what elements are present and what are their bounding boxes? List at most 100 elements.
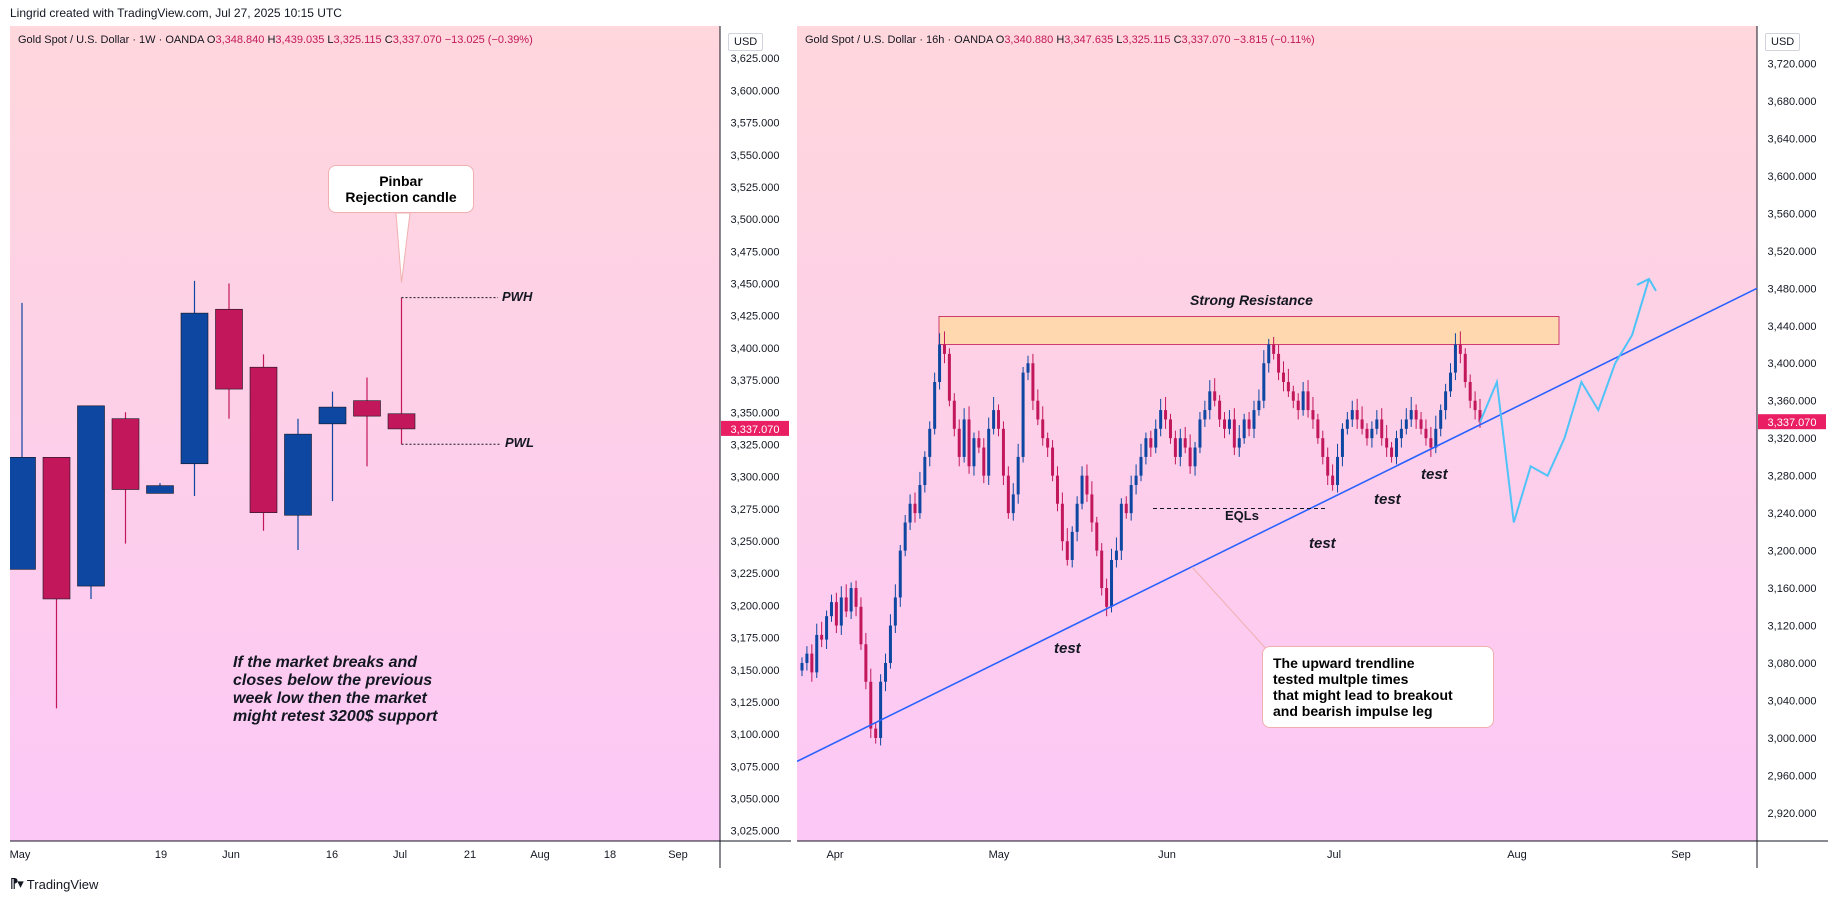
candle [1306,380,1310,418]
weekly-time-ticks: May 19 Jun 16 Jul 21 Aug 18 Sep [10,849,688,861]
tradingview-brand-text: TradingView [26,876,99,892]
price-tick-label: 3,625.000 [731,53,780,65]
candle [1055,466,1059,512]
retest-note-line3: week low then the market [233,690,427,707]
ohlc-close: 3,337.070 [392,34,442,46]
price-tick-label: 3,400.000 [731,343,780,355]
candle [1291,385,1295,409]
candle [1006,466,1010,519]
candle [825,610,829,649]
candle [952,393,956,437]
candle [1110,548,1114,613]
candle [1134,464,1138,495]
price-tick-label: 3,450.000 [731,279,780,291]
candle [1429,426,1433,457]
candle [942,331,946,364]
price-tick-label: 3,160.000 [1768,583,1817,595]
price-tick-label: 3,520.000 [1768,246,1817,258]
price-axis[interactable] [1757,26,1828,868]
ohlc-low-label: L [327,34,334,46]
candle [1114,537,1118,568]
price-tick-label: 3,040.000 [1768,695,1817,707]
ohlc-open-label: O [995,34,1005,46]
price-tick-label: 3,400.000 [1768,358,1817,370]
price-tick-label: 3,175.000 [731,633,780,645]
price-tick-label: 3,250.000 [731,536,780,548]
candle [800,657,804,677]
time-axis[interactable] [797,841,1828,868]
projection-path [1479,278,1650,523]
candle [1232,408,1236,456]
weekly-currency-button[interactable]: USD [728,33,764,51]
weekly-symbol: Gold Spot / U.S. Dollar · 1W · OANDA [18,34,204,46]
price-tick-label: 3,640.000 [1768,133,1817,145]
candle [884,653,888,692]
candle [1031,353,1035,411]
candle [1124,496,1128,519]
trendline-callout-line3: that might lead to breakout [1273,687,1453,703]
weekly-chart[interactable]: 3,025.000 3,050.000 3,075.000 3,100.000 3,12… [10,26,791,868]
time-tick-label: Sep [668,849,688,861]
candle [879,674,883,746]
time-tick-label: Jun [1158,849,1176,861]
candle [1095,516,1099,557]
weekly-candles [10,280,416,709]
candle [1453,333,1457,381]
price-tick-label: 3,150.000 [731,665,780,677]
ohlc-low: 3,325.115 [1122,34,1171,46]
16h-legend: Gold Spot / U.S. Dollar · 16h · OANDA O3… [805,34,1315,46]
pinbar-callout-line1: Pinbar [379,173,423,189]
price-tick-label: 3,075.000 [731,761,780,773]
price-tick-label: 3,360.000 [1768,396,1817,408]
price-tick-label: 3,500.000 [731,214,780,226]
candle [859,597,863,650]
16h-chart-pane[interactable]: 2,920.000 2,960.000 3,000.000 3,040.000 3,08… [797,26,1828,868]
price-tick-label: 3,100.000 [731,729,780,741]
ohlc-open: 3,340.880 [1004,34,1054,46]
candle [893,584,897,634]
candle [947,348,951,407]
candle [1331,464,1335,491]
weekly-current-price: 3,337.070 [731,424,780,436]
price-axis[interactable] [720,26,791,868]
time-tick-label: Jun [222,849,240,861]
candle [1208,380,1212,420]
candle [1080,466,1084,510]
candle [1193,441,1197,476]
time-tick-label: May [10,849,31,861]
candle [888,614,892,669]
candle [1439,404,1443,437]
weekly-chart-pane[interactable]: 3,025.000 3,050.000 3,075.000 3,100.000 3,12… [10,26,791,868]
candle [1375,410,1379,435]
candle [913,492,917,523]
candle [1277,344,1281,381]
price-tick-label: 3,200.000 [731,600,780,612]
candle [898,544,902,607]
time-axis[interactable] [10,841,791,868]
16h-chart[interactable]: 2,920.000 2,960.000 3,000.000 3,040.000 3,08… [797,26,1828,868]
candle [1414,404,1418,429]
weekly-candle [42,457,71,709]
strong-resistance-zone [938,316,1560,345]
price-tick-label: 3,600.000 [731,85,780,97]
candle [1336,443,1340,493]
retest-note-line1: If the market breaks and [233,654,418,671]
candle [1301,381,1305,416]
candle [923,451,927,493]
tradingview-brand[interactable]: ⁋▾ TradingView [10,876,98,892]
candle [918,471,922,519]
candle [1473,391,1477,420]
16h-currency-button[interactable]: USD [1765,33,1801,51]
pinbar-callout: Pinbar Rejection candle [328,165,474,213]
time-tick-label: May [989,849,1010,861]
candle [1198,411,1202,454]
price-tick-label: 3,575.000 [731,118,780,130]
test-label-1: test [1054,640,1081,657]
candle [1281,361,1285,392]
candle [1105,578,1109,617]
16h-candles [800,331,1482,746]
candle [1203,400,1207,427]
price-tick-label: 3,120.000 [1768,621,1817,633]
ohlc-close-label: C [384,34,393,46]
candle [1399,419,1403,448]
